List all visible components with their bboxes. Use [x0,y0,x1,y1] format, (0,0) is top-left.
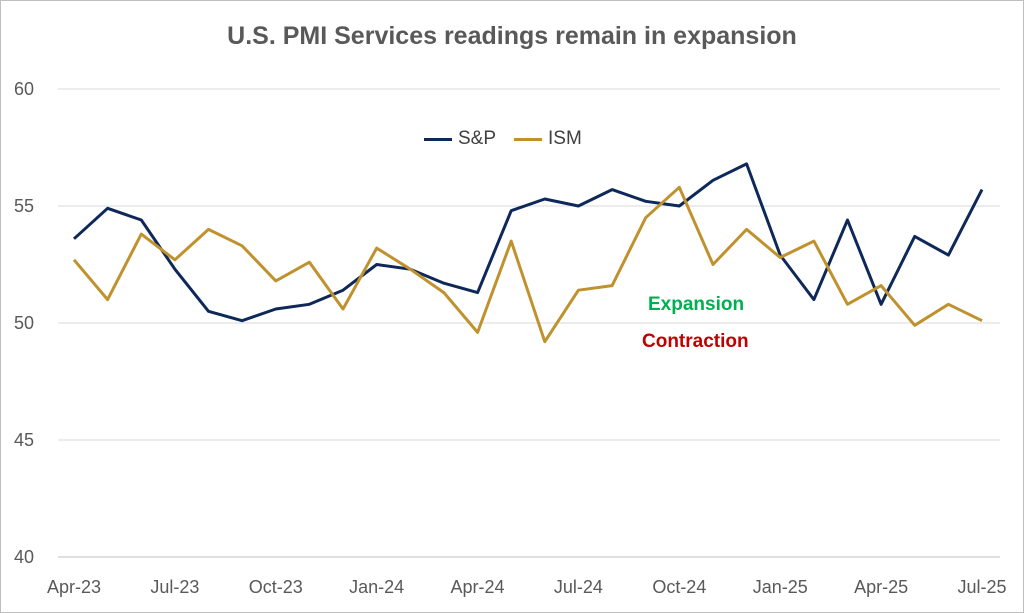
x-tick-label: Oct-23 [249,577,303,597]
legend-item-sp: S&P [424,128,496,150]
legend-label-sp: S&P [458,128,497,149]
y-tick-label: 40 [14,547,34,567]
series-line-sp [72,162,984,323]
chart-title: U.S. PMI Services readings remain in exp… [227,22,797,50]
y-tick-label: 55 [14,196,34,216]
y-tick-label: 45 [14,430,34,450]
y-tick-label: 60 [14,79,34,99]
x-tick-label: Jan-24 [349,577,404,597]
legend: S&P ISM [424,128,582,150]
x-tick-label: Oct-24 [652,577,706,597]
x-tick-label: Jul-23 [150,577,199,597]
legend-swatch-ism [514,137,543,141]
y-tick-label: 50 [14,313,34,333]
annotation-expansion: Expansion [648,294,745,315]
x-tick-label: Jul-24 [554,577,603,597]
legend-swatch-sp [424,137,452,141]
x-tick-label: Apr-23 [47,577,101,597]
x-tick-label: Apr-25 [854,577,908,597]
series-line-ism [72,185,983,344]
annotation-contraction: Contraction [642,331,749,352]
x-tick-label: Jul-25 [957,577,1006,597]
legend-label-ism: ISM [548,128,582,149]
x-tick-label: Jan-25 [753,577,808,597]
legend-item-ism: ISM [514,128,582,150]
x-tick-label: Apr-24 [451,577,505,597]
